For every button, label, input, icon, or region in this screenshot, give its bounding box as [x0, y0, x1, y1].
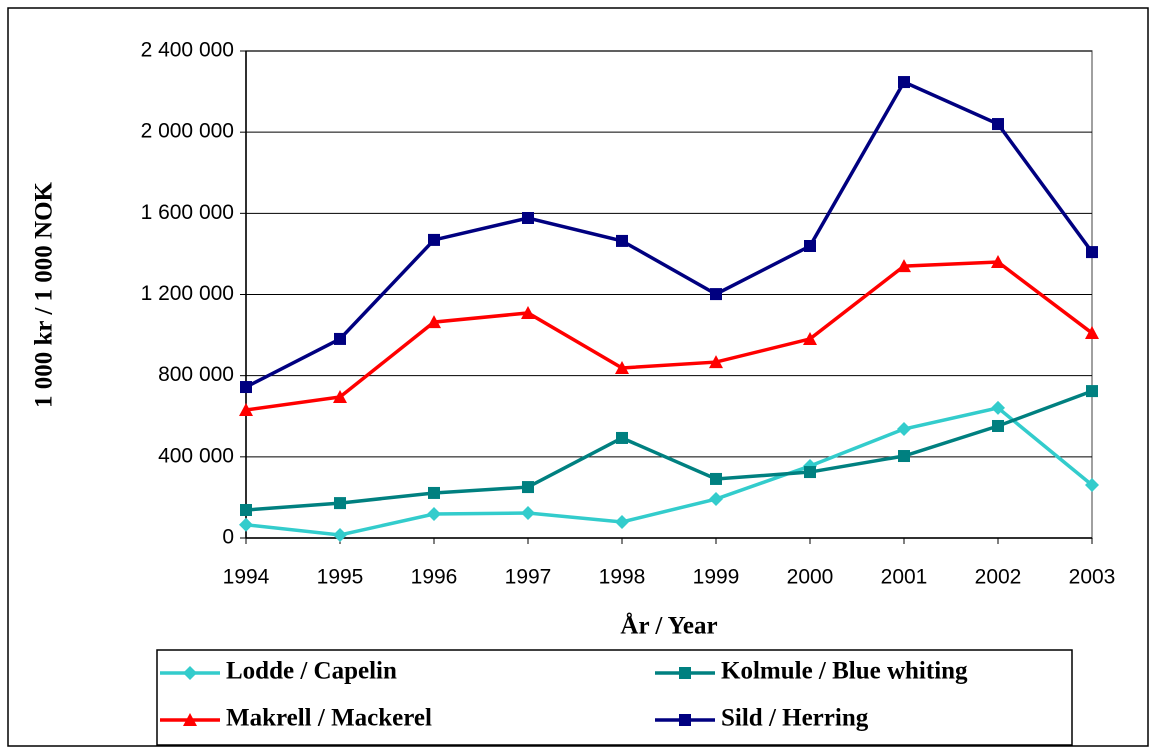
- data-point: [804, 466, 816, 479]
- y-tick-label: 2 000 000: [141, 120, 234, 143]
- x-tick-label: 2002: [975, 566, 1022, 589]
- legend-marker: [679, 714, 691, 726]
- legend-marker: [183, 713, 197, 726]
- data-point: [334, 497, 346, 510]
- data-point: [521, 506, 535, 521]
- x-tick-label: 1998: [599, 566, 646, 589]
- x-tick-label: 2003: [1069, 566, 1116, 589]
- data-point: [898, 450, 910, 463]
- y-tick-label: 1 200 000: [141, 282, 234, 305]
- data-point: [804, 240, 816, 253]
- y-tick-label: 400 000: [158, 444, 234, 467]
- data-point: [333, 389, 347, 403]
- y-tick-label: 1 600 000: [141, 201, 234, 224]
- data-point: [240, 381, 252, 394]
- legend-label: Makrell / Mackerel: [226, 705, 432, 732]
- data-point: [521, 305, 535, 319]
- data-point: [615, 514, 629, 529]
- legend-label: Kolmule / Blue whiting: [721, 658, 968, 685]
- data-point: [709, 355, 723, 369]
- data-point: [616, 234, 628, 247]
- data-point: [239, 517, 253, 532]
- legend-label: Lodde / Capelin: [226, 658, 397, 685]
- y-tick-label: 2 400 000: [141, 39, 234, 62]
- data-point: [897, 259, 911, 273]
- y-tick-label: 800 000: [158, 363, 234, 386]
- series-line: [245, 79, 1094, 389]
- data-point: [992, 419, 1004, 432]
- data-point: [1085, 326, 1099, 340]
- data-point: [710, 288, 722, 301]
- y-tick-label: 0: [222, 526, 234, 549]
- data-point: [239, 402, 253, 416]
- legend-box: [156, 649, 1073, 746]
- x-axis-title: År / Year: [620, 612, 717, 640]
- legend-marker: [183, 666, 197, 680]
- data-point: [615, 360, 629, 374]
- data-point: [1086, 246, 1098, 259]
- legend-label: Sild / Herring: [721, 705, 869, 732]
- series-line: [245, 260, 1094, 412]
- x-tick-label: 1997: [505, 566, 552, 589]
- data-point: [991, 255, 1005, 269]
- data-point: [710, 472, 722, 485]
- data-point: [616, 431, 628, 444]
- data-point: [427, 315, 441, 329]
- data-point: [428, 233, 440, 246]
- data-point: [991, 400, 1005, 415]
- x-tick-label: 2001: [881, 566, 928, 589]
- x-tick-label: 1995: [317, 566, 364, 589]
- data-point: [240, 503, 252, 516]
- data-point: [897, 422, 911, 437]
- data-point: [522, 212, 534, 225]
- data-point: [898, 76, 910, 89]
- series-line: [245, 389, 1093, 512]
- data-point: [709, 492, 723, 507]
- data-point: [334, 332, 346, 345]
- series-line: [245, 406, 1094, 537]
- data-point: [803, 331, 817, 345]
- x-tick-label: 1999: [693, 566, 740, 589]
- data-point: [522, 481, 534, 494]
- data-point: [1085, 478, 1099, 493]
- data-point: [1086, 385, 1098, 398]
- y-axis-title: 1 000 kr / 1 000 NOK: [31, 181, 58, 407]
- data-point: [333, 527, 347, 542]
- legend-marker: [679, 667, 691, 679]
- data-point: [427, 507, 441, 522]
- x-tick-label: 2000: [787, 566, 834, 589]
- data-point: [428, 486, 440, 499]
- x-tick-label: 1996: [411, 566, 458, 589]
- data-point: [992, 118, 1004, 131]
- x-tick-label: 1994: [223, 566, 270, 589]
